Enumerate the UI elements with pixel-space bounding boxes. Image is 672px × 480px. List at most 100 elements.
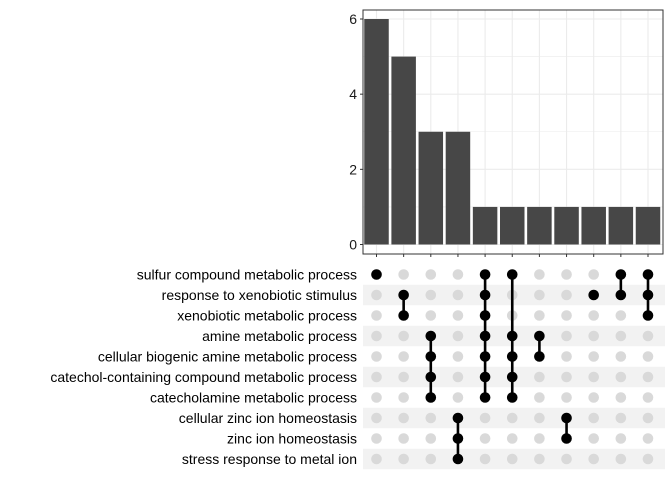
matrix-dot-inactive [561, 392, 572, 403]
set-label: amine metabolic process [202, 328, 357, 344]
matrix-dot-inactive [398, 392, 409, 403]
matrix-dot-active [452, 433, 464, 444]
matrix-dot-inactive [561, 351, 572, 362]
matrix-dot-inactive [561, 371, 572, 383]
intersection-bar [500, 206, 525, 245]
intersection-bar [635, 206, 661, 245]
intersection-bar [364, 19, 389, 245]
set-label: zinc ion homeostasis [227, 431, 357, 447]
matrix-dot-inactive [534, 310, 545, 321]
matrix-dot-active [561, 433, 572, 444]
matrix-dot-active [452, 412, 464, 424]
matrix-dot-inactive [371, 433, 382, 444]
matrix-dot-inactive [615, 392, 627, 403]
y-tick-label: 0 [349, 237, 357, 253]
matrix-dot-inactive [534, 269, 545, 280]
matrix-dot-inactive [506, 412, 518, 424]
matrix-dot-inactive [588, 351, 599, 362]
intersection-bar [581, 206, 606, 245]
matrix-dot-inactive [561, 310, 572, 321]
matrix-dot-inactive [452, 330, 464, 342]
matrix-dot-active [425, 351, 437, 362]
matrix-dot-active [534, 330, 545, 342]
matrix-dot-inactive [561, 453, 572, 465]
matrix-dot-active [588, 289, 599, 301]
matrix-dot-active [642, 289, 654, 301]
matrix-dot-inactive [615, 371, 627, 383]
set-label: catechol-containing compound metabolic p… [50, 369, 357, 385]
set-label: response to xenobiotic stimulus [162, 287, 357, 303]
matrix-dot-inactive [398, 412, 409, 424]
matrix-dot-active [561, 412, 572, 424]
matrix-dot-inactive [452, 392, 464, 403]
matrix-dot-inactive [642, 392, 654, 403]
matrix-dot-active [479, 310, 491, 321]
matrix-dot-inactive [398, 269, 409, 280]
matrix-dot-inactive [479, 412, 491, 424]
matrix-dot-inactive [561, 289, 572, 301]
matrix-dot-inactive [398, 371, 409, 383]
matrix-dot-active [506, 351, 518, 362]
intersection-bar [445, 131, 471, 245]
set-label: catecholamine metabolic process [150, 390, 357, 406]
matrix-dot-inactive [615, 330, 627, 342]
matrix-dot-active [425, 392, 437, 403]
matrix-dot-active [452, 453, 464, 465]
matrix-dot-inactive [452, 310, 464, 321]
matrix-dot-inactive [642, 351, 654, 362]
matrix-dot-inactive [479, 453, 491, 465]
matrix-dot-inactive [588, 392, 599, 403]
matrix-dot-inactive [506, 453, 518, 465]
matrix-dot-inactive [642, 453, 654, 465]
intersection-bar [418, 131, 444, 245]
matrix-dot-active [615, 269, 627, 280]
matrix-dot-inactive [398, 433, 409, 444]
matrix-dot-active [398, 289, 409, 301]
matrix-dot-inactive [588, 453, 599, 465]
matrix-panel: sulfur compound metabolic process respons… [50, 267, 665, 470]
matrix-dot-active [615, 289, 627, 301]
matrix-dot-inactive [588, 269, 599, 280]
y-tick-label: 4 [349, 86, 357, 102]
matrix-dot-active [642, 310, 654, 321]
y-tick-label: 6 [349, 11, 357, 27]
set-label: stress response to metal ion [182, 451, 357, 467]
matrix-dot-inactive [534, 289, 545, 301]
matrix-dot-active [506, 269, 518, 280]
matrix-dot-inactive [371, 289, 382, 301]
intersection-bar [608, 206, 634, 245]
matrix-dot-inactive [534, 433, 545, 444]
bar-panel-border [362, 9, 664, 255]
matrix-dot-inactive [425, 453, 437, 465]
matrix-dot-active [642, 269, 654, 280]
matrix-dot-inactive [506, 433, 518, 444]
matrix-dot-active [534, 351, 545, 362]
matrix-dot-inactive [452, 351, 464, 362]
set-label: xenobiotic metabolic process [177, 308, 357, 324]
matrix-dot-inactive [398, 330, 409, 342]
matrix-dot-inactive [425, 269, 437, 280]
matrix-dot-active [479, 351, 491, 362]
matrix-dot-inactive [452, 371, 464, 383]
matrix-dot-inactive [425, 289, 437, 301]
matrix-dot-active [371, 269, 382, 280]
matrix-dot-inactive [615, 351, 627, 362]
matrix-dot-active [479, 330, 491, 342]
set-label: sulfur compound metabolic process [137, 267, 357, 283]
matrix-dot-inactive [534, 453, 545, 465]
matrix-dot-inactive [588, 310, 599, 321]
matrix-dot-inactive [615, 412, 627, 424]
matrix-dot-inactive [452, 289, 464, 301]
bar-panel: 0 2 4 6 [349, 9, 664, 257]
matrix-dot-inactive [534, 371, 545, 383]
matrix-dot-inactive [479, 433, 491, 444]
matrix-dot-active [425, 371, 437, 383]
matrix-dot-inactive [398, 351, 409, 362]
y-tick-label: 2 [349, 161, 357, 177]
matrix-dot-inactive [452, 269, 464, 280]
matrix-dot-active [479, 289, 491, 301]
matrix-dot-inactive [642, 371, 654, 383]
matrix-dot-inactive [371, 453, 382, 465]
intersection-bar [472, 206, 498, 245]
